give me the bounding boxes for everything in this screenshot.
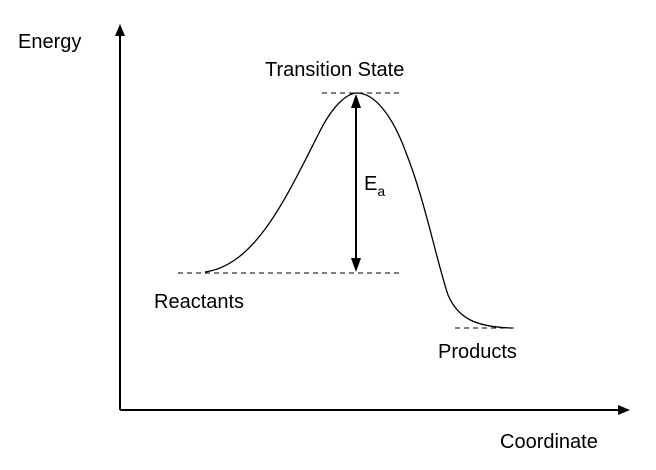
activation-energy-arrowhead-top xyxy=(351,94,361,108)
products-label: Products xyxy=(438,341,517,363)
y-axis-label: Energy xyxy=(18,31,81,53)
activation-energy-symbol: E xyxy=(364,173,377,195)
x-axis-label: Coordinate xyxy=(500,431,598,453)
energy-curve xyxy=(204,92,513,329)
transition-state-label: Transition State xyxy=(265,59,404,81)
reactants-label: Reactants xyxy=(154,291,244,313)
x-axis-arrowhead xyxy=(618,405,630,415)
activation-energy-arrowhead-bottom xyxy=(351,258,361,272)
activation-energy-label: Ea xyxy=(364,173,385,199)
activation-energy-subscript: a xyxy=(377,183,385,199)
y-axis-arrowhead xyxy=(115,24,125,36)
